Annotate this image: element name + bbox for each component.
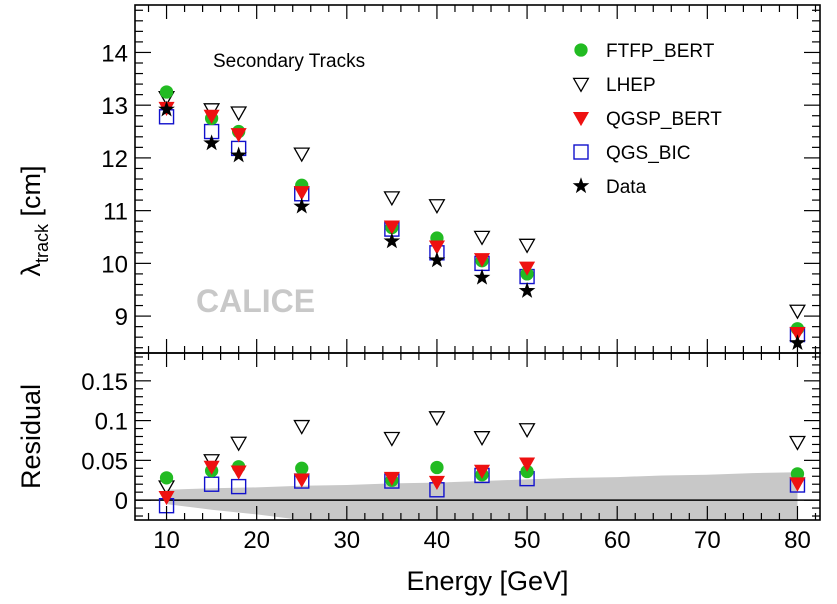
- qgsp-bert-point: [230, 128, 247, 143]
- x-tick-label: 20: [243, 527, 270, 554]
- x-tick-label: 30: [333, 527, 360, 554]
- qgsp-bert-point: [519, 261, 536, 276]
- bottom-data-marks: [158, 411, 806, 514]
- legend-label-data: Data: [606, 177, 647, 198]
- qgsp-bert-residual-point: [293, 473, 310, 488]
- lhep-point: [230, 106, 248, 122]
- lhep-point: [789, 304, 806, 320]
- top-y-tick-label: 13: [101, 93, 128, 120]
- residual-uncertainty-band: [166, 472, 798, 520]
- lhep-residual-point: [518, 423, 536, 439]
- top-y-tick-label: 9: [115, 304, 128, 331]
- qgsp-bert-residual-point: [203, 460, 220, 475]
- lhep-residual-point: [473, 431, 491, 446]
- lhep-point: [383, 191, 401, 207]
- legend-label-lhep: LHEP: [606, 75, 656, 96]
- legend: FTFP_BERT LHEP QGSP_BERT QGS_BIC Data: [572, 41, 722, 198]
- data-point: [518, 282, 536, 298]
- qgsp-bert-point: [473, 253, 491, 268]
- x-tick-label: 60: [604, 527, 631, 554]
- lhep-point: [293, 147, 311, 163]
- ftfp-bert-point: [159, 85, 174, 99]
- ftfp-bert-residual-point: [159, 471, 174, 485]
- qgsp-bert-residual-point: [789, 477, 806, 492]
- qgsp-bert-point: [789, 326, 806, 342]
- ftfp-bert-residual-point: [295, 461, 309, 475]
- data-point: [293, 197, 311, 214]
- secondary-tracks-annotation: Secondary Tracks: [213, 51, 365, 72]
- legend-label-ftfp-bert: FTFP_BERT: [606, 41, 715, 62]
- x-tick-label: 70: [694, 527, 721, 554]
- legend-marker-lhep: [572, 77, 590, 93]
- lhep-residual-point: [789, 435, 806, 451]
- qgsp-bert-residual-point: [383, 471, 400, 487]
- top-y-tick-label: 12: [101, 146, 128, 173]
- lhep-residual-point: [230, 436, 248, 452]
- x-tick-label: 80: [784, 527, 811, 554]
- top-panel: 9 10 11 12 13 14: [101, 4, 821, 354]
- data-point: [203, 134, 220, 151]
- bottom-y-tick-label: 0.15: [81, 369, 128, 396]
- qgsp-bert-residual-point: [230, 465, 247, 480]
- legend-marker-data: [572, 177, 590, 194]
- lhep-residual-point: [383, 431, 401, 447]
- qgsp-bert-residual-point: [519, 457, 536, 472]
- qgsp-bert-point: [383, 220, 400, 235]
- lhep-point: [518, 238, 536, 254]
- lhep-point: [428, 199, 446, 215]
- x-axis-title: Energy [GeV]: [406, 566, 568, 596]
- qgsp-bert-residual-point: [473, 464, 491, 479]
- qgsp-bert-point: [428, 240, 445, 255]
- data-point: [158, 100, 175, 117]
- qgsp-bert-point: [293, 186, 310, 201]
- lhep-point: [473, 230, 491, 246]
- bottom-panel: 10 20 30 40 50 60 70 80 0 0.05 0.1 0.15: [81, 352, 821, 554]
- x-tick-label: 50: [514, 527, 541, 554]
- top-axes: 9 10 11 12 13 14: [101, 4, 821, 354]
- data-point: [428, 251, 446, 268]
- legend-marker-qgs-bic: [573, 144, 589, 160]
- legend-marker-qgsp-bert: [572, 112, 590, 127]
- data-point: [473, 268, 491, 285]
- data-point: [383, 232, 401, 249]
- legend-marker-ftfp-bert: [574, 43, 588, 57]
- x-tick-label: 40: [424, 527, 451, 554]
- calice-watermark: CALICE: [196, 283, 315, 319]
- lhep-residual-point: [428, 411, 446, 427]
- qgsp-bert-point: [203, 109, 220, 124]
- top-y-tick-label: 11: [103, 199, 128, 226]
- bottom-y-tick-label: 0.05: [81, 448, 128, 475]
- bottom-axes: 10 20 30 40 50 60 70 80 0 0.05 0.1 0.15: [81, 352, 821, 554]
- top-data-marks: [158, 85, 806, 351]
- x-tick-label: 10: [153, 527, 180, 554]
- top-y-tick-label: 10: [101, 251, 128, 278]
- data-point: [230, 146, 247, 163]
- legend-label-qgs-bic: QGS_BIC: [606, 143, 690, 164]
- ftfp-bert-residual-point: [790, 467, 805, 481]
- qgsp-bert-residual-point: [158, 490, 175, 506]
- ylabel-subscript: track: [32, 223, 52, 263]
- qgsp-bert-residual-point: [428, 475, 445, 490]
- bottom-y-tick-label: 0: [115, 488, 128, 515]
- bottom-y-tick-label: 0.1: [95, 409, 128, 436]
- ylabel-lambda: λ: [16, 263, 46, 277]
- legend-label-qgsp-bert: QGSP_BERT: [606, 109, 722, 130]
- lhep-residual-point: [293, 419, 311, 435]
- top-y-tick-label: 14: [101, 40, 128, 67]
- ftfp-bert-residual-point: [430, 460, 444, 475]
- top-y-axis-title: λtrack [cm]: [16, 165, 52, 276]
- bottom-y-axis-title: Residual: [16, 384, 46, 489]
- ylabel-unit: [cm]: [16, 165, 46, 224]
